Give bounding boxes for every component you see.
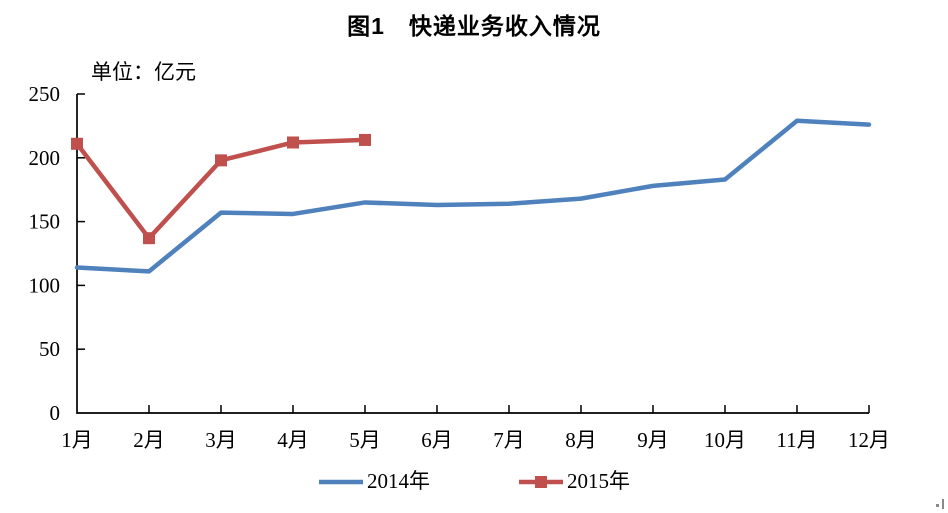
x-axis-tick-label: 7月 [493, 428, 525, 452]
x-axis-tick-label: 12月 [848, 428, 890, 452]
x-axis-tick-label: 3月 [205, 428, 237, 452]
axes [76, 94, 869, 414]
x-axis-tick-label: 4月 [277, 428, 309, 452]
x-axis-tick-label: 8月 [565, 428, 597, 452]
series-2014-line [74, 118, 872, 274]
legend-item-2015: 2015年 [518, 471, 630, 492]
legend-label-2015: 2015年 [567, 469, 630, 493]
series-2015-marker [215, 154, 227, 167]
y-axis-tick-label: 250 [29, 82, 61, 106]
x-axis-tick-label: 6月 [421, 428, 453, 452]
y-axis-tick-label: 0 [50, 401, 61, 425]
unit-label: 单位：亿元 [91, 60, 196, 84]
y-axis-tick-label: 150 [29, 210, 61, 234]
series-2015-marker [71, 137, 83, 150]
x-axis-tick-label: 10月 [704, 428, 746, 452]
corner-artifact [936, 499, 944, 509]
series-2015-marker [359, 133, 371, 146]
y-axis-tick-label: 200 [29, 146, 61, 170]
legend-label-2014: 2014年 [367, 469, 430, 493]
legend-item-2014: 2014年 [318, 471, 430, 492]
x-axis-tick-label: 5月 [349, 428, 381, 452]
series-2015-marker [287, 136, 299, 149]
x-axis-tick-label: 2月 [133, 428, 165, 452]
legend-swatch-2015-line-marker-icon [519, 475, 563, 488]
x-axis-tick-label: 1月 [61, 428, 93, 452]
x-axis-tick-label: 11月 [776, 428, 817, 452]
x-axis-tick-label: 9月 [637, 428, 669, 452]
chart-legend: 2014年 2015年 [0, 471, 948, 492]
y-axis-tick-label: 50 [39, 337, 60, 361]
series-2015-marker [143, 232, 155, 245]
legend-swatch-2014-line-icon [319, 479, 363, 484]
chart-title: 图1 快递业务收入情况 [347, 13, 601, 39]
y-axis-tick-label: 100 [29, 273, 61, 297]
